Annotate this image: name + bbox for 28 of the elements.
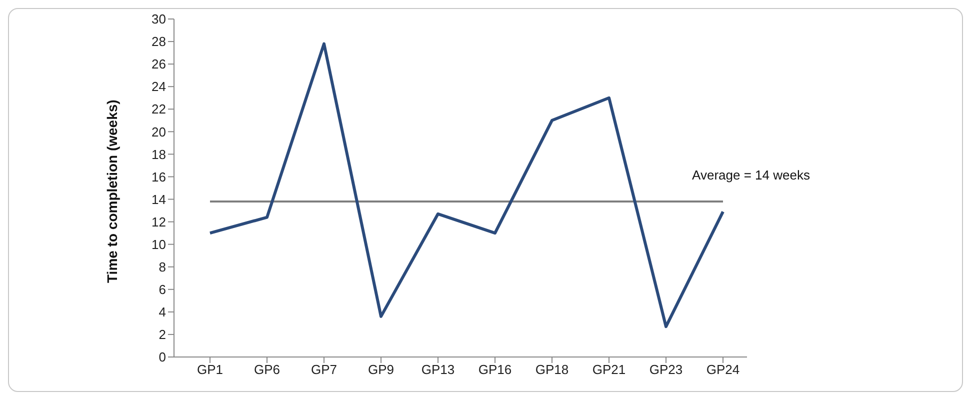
y-tick-label: 28 (152, 34, 166, 50)
x-tick-label: GP23 (649, 362, 683, 378)
x-tick-label: GP7 (310, 362, 338, 378)
x-tick-label: GP21 (592, 362, 626, 378)
y-axis-title: Time to completion (weeks) (104, 100, 120, 283)
x-tick-label: GP6 (254, 362, 280, 378)
ref-line-label: Average = 14 weeks (692, 168, 810, 183)
y-tick-label: 24 (152, 79, 166, 94)
x-tick-label: GP24 (706, 362, 740, 378)
x-tick-label: GP9 (368, 362, 394, 378)
y-tick-label: 18 (152, 146, 166, 162)
y-tick-label: 14 (152, 192, 166, 207)
x-tick-label: GP18 (535, 362, 569, 378)
y-tick-label: 12 (152, 214, 166, 230)
y-tick-label: 2 (158, 327, 166, 342)
y-tick-label: 4 (158, 304, 166, 320)
x-tick-label: GP16 (478, 362, 512, 378)
x-tick-label: GP1 (196, 362, 224, 378)
y-tick-label: 16 (152, 169, 166, 184)
y-tick-label: 20 (152, 124, 166, 140)
y-tick-label: 26 (152, 56, 166, 72)
y-tick-label: 0 (158, 350, 166, 365)
x-tick-label: GP13 (421, 362, 455, 378)
y-tick-label: 30 (152, 12, 166, 27)
y-tick-label: 8 (158, 259, 166, 274)
y-tick-label: 10 (152, 236, 166, 252)
y-tick-label: 22 (152, 102, 166, 117)
y-tick-label: 6 (158, 282, 166, 298)
